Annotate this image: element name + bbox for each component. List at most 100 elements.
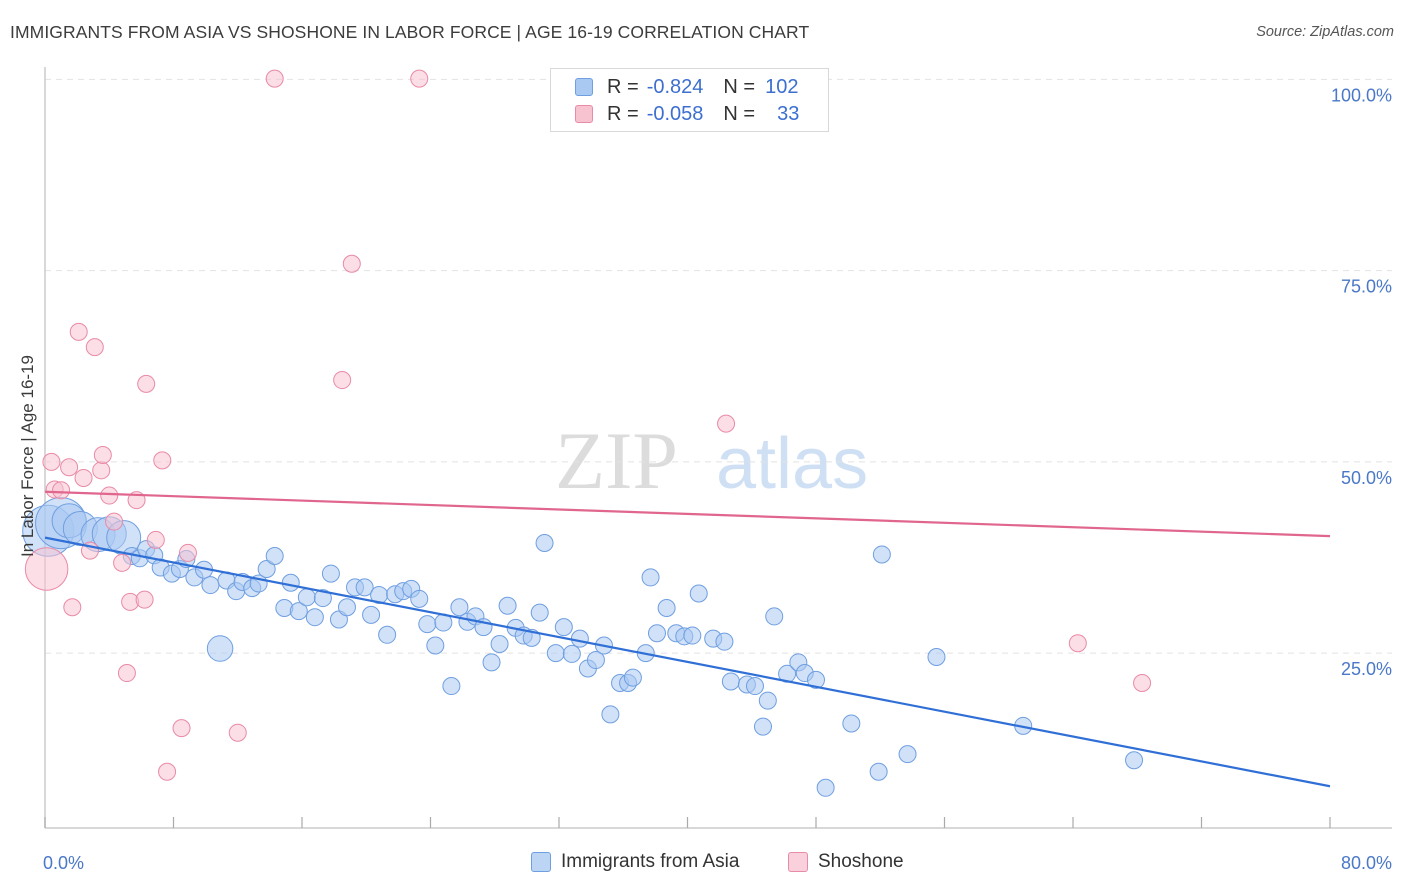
data-point (442, 677, 461, 696)
series-immigrants-from-asia (22, 497, 1144, 797)
legend-n-value: 33 (777, 102, 800, 125)
data-point (206, 635, 234, 662)
data-point (426, 636, 445, 655)
data-point (52, 481, 71, 500)
axes (44, 67, 1392, 829)
data-point (753, 717, 772, 736)
data-point (137, 374, 156, 393)
data-point (641, 568, 660, 587)
trend-line (44, 490, 1331, 538)
data-point (355, 578, 374, 597)
data-point (482, 653, 501, 672)
data-point (265, 546, 284, 565)
data-point (172, 719, 191, 738)
data-point (927, 647, 946, 666)
legend-swatch-shoshone (575, 105, 593, 123)
legend-r-label: R = (607, 102, 639, 125)
data-point (313, 589, 332, 608)
x-tick-label: 0.0% (43, 853, 84, 873)
chart-title: IMMIGRANTS FROM ASIA VS SHOSHONE IN LABO… (10, 22, 810, 42)
data-point (74, 468, 93, 487)
data-point (689, 584, 708, 603)
grid-lines (45, 78, 1392, 654)
data-point (1133, 673, 1152, 692)
x-tick-label: 80.0% (1341, 853, 1392, 873)
bottom-legend-shoshone: Shoshone (788, 851, 904, 873)
watermark-atlas: atlas (716, 424, 868, 504)
data-point (721, 672, 740, 691)
axis-labels: 25.0% 50.0% 75.0% 100.0% 0.0% 80.0% In Labor F… (18, 85, 1392, 873)
data-point (201, 576, 220, 595)
legend-n-value: 102 (765, 75, 799, 98)
legend-n-label: N = (723, 75, 756, 98)
legend-r-value: -0.824 (646, 75, 704, 98)
data-point (63, 598, 82, 617)
data-point (816, 778, 835, 797)
data-point (586, 651, 605, 670)
y-axis-label: In Labor Force | Age 16-19 (18, 355, 37, 557)
data-point (69, 322, 88, 341)
data-point (490, 634, 509, 653)
data-point (228, 723, 247, 742)
data-point (1068, 634, 1087, 653)
data-point (297, 588, 316, 607)
data-point (450, 598, 469, 617)
correlation-legend: R = -0.824 N = 102 R = -0.058 N = 33 (550, 68, 829, 132)
data-point (498, 596, 517, 615)
data-point (647, 624, 666, 643)
y-tick-label: 25.0% (1341, 659, 1392, 679)
data-point (807, 670, 825, 689)
legend-swatch-asia (575, 78, 593, 96)
trend-lines (44, 490, 1331, 788)
data-point (418, 615, 437, 634)
data-point (257, 560, 276, 578)
data-point (342, 254, 361, 273)
data-point (85, 338, 104, 357)
data-point (93, 446, 112, 465)
data-point (765, 607, 784, 626)
bottom-legend-label-asia: Immigrants from Asia (561, 851, 740, 872)
data-point (1125, 751, 1144, 770)
data-point (869, 762, 888, 781)
y-tick-label: 100.0% (1331, 85, 1392, 105)
data-point (100, 486, 119, 505)
bottom-legend-label-shoshone: Shoshone (818, 851, 904, 872)
data-point (117, 664, 136, 683)
data-point (872, 545, 891, 564)
data-point (24, 547, 69, 591)
data-point (153, 451, 172, 470)
legend-r-value: -0.058 (646, 102, 704, 125)
data-point (842, 714, 861, 733)
data-point (717, 414, 736, 433)
data-point (758, 691, 777, 710)
bottom-legend-swatch-shoshone (788, 852, 808, 872)
data-point (321, 564, 340, 583)
data-point (113, 553, 132, 572)
y-tick-label: 75.0% (1341, 277, 1392, 297)
data-point (60, 458, 79, 477)
data-point (715, 632, 734, 651)
legend-row-shoshone: R = -0.058 N = 33 (551, 100, 799, 128)
data-point (158, 762, 177, 781)
watermark: ZIP atlas (555, 415, 868, 506)
data-point (42, 452, 61, 471)
data-point (410, 69, 429, 88)
data-point (601, 705, 620, 724)
data-point (546, 644, 565, 663)
legend-n-label: N = (723, 102, 756, 125)
data-point (265, 69, 284, 88)
bottom-legend-asia: Immigrants from Asia (531, 851, 739, 873)
data-point (378, 625, 397, 644)
data-point (623, 668, 642, 687)
data-point (135, 590, 154, 609)
data-point (178, 543, 197, 562)
data-point (105, 512, 124, 531)
data-point (683, 626, 702, 645)
data-point (410, 589, 429, 608)
legend-row-asia: R = -0.824 N = 102 (551, 73, 798, 101)
data-point (657, 599, 676, 618)
data-point (92, 461, 111, 480)
watermark-zip: ZIP (555, 415, 678, 506)
legend-r-label: R = (607, 75, 639, 98)
